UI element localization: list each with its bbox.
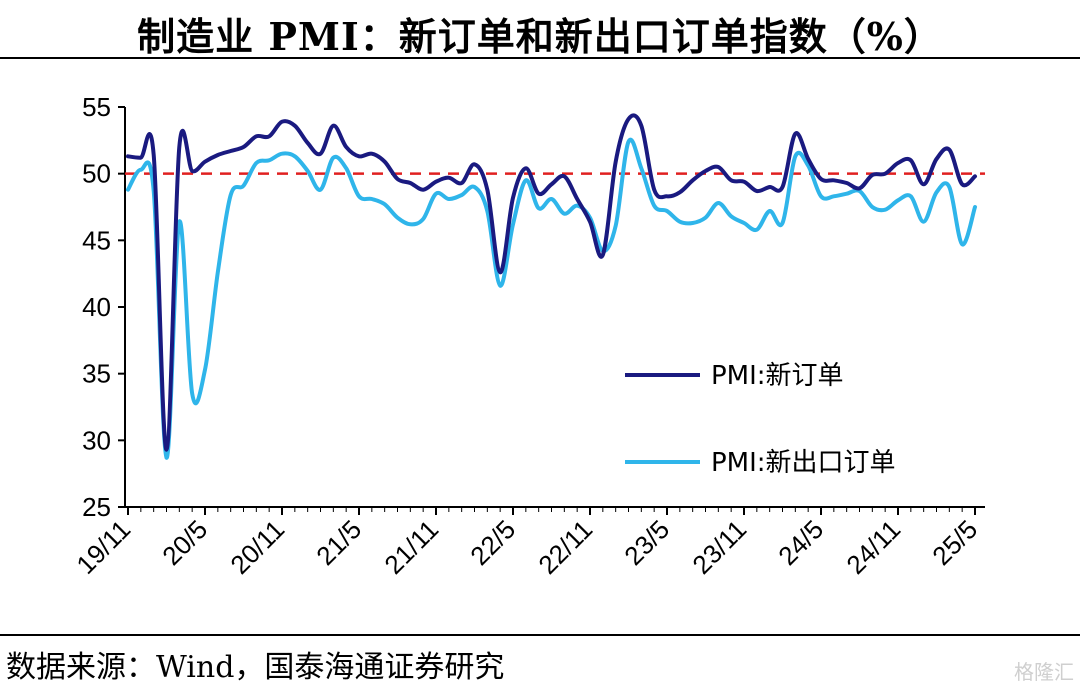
plot-area: 25 30 35 40 45 50 55 19/11 20/5 20/11 21/5 21/11 22/… xyxy=(70,92,985,580)
title-divider xyxy=(0,57,1080,59)
y-tick-label-55: 55 xyxy=(82,92,111,122)
x-tick-label-21/11: 21/11 xyxy=(378,514,444,580)
x-tick-label-25/5: 25/5 xyxy=(926,514,983,571)
x-tick-label-21/5: 21/5 xyxy=(310,514,367,571)
y-tick-label-45: 45 xyxy=(82,225,111,255)
x-tick-label-24/5: 24/5 xyxy=(772,514,829,571)
source-note: 数据来源：Wind，国泰海通证券研究 xyxy=(6,650,505,685)
x-tick-label-22/11: 22/11 xyxy=(532,514,598,580)
x-tick-label-20/5: 20/5 xyxy=(156,514,213,571)
x-tick-label-19/11: 19/11 xyxy=(70,514,136,580)
source-divider xyxy=(0,634,1080,636)
chart-svg: 25 30 35 40 45 50 55 19/11 20/5 20/11 21/5 21/11 22/… xyxy=(70,92,985,580)
x-tick-label-22/5: 22/5 xyxy=(464,514,521,571)
x-tick-label-20/11: 20/11 xyxy=(224,514,290,580)
y-tick-label-50: 50 xyxy=(82,159,111,189)
series-line-0 xyxy=(126,113,977,452)
y-tick-label-35: 35 xyxy=(82,359,111,389)
x-tick-label-23/11: 23/11 xyxy=(686,514,752,580)
y-tick-label-40: 40 xyxy=(82,292,111,322)
legend-label-1: PMI:新出口订单 xyxy=(711,448,896,478)
watermark: 格隆汇 xyxy=(1014,660,1074,684)
y-tick-label-30: 30 xyxy=(82,425,111,455)
series-line-1 xyxy=(126,137,977,460)
legend-label-0: PMI:新订单 xyxy=(711,361,844,391)
y-tick-label-25: 25 xyxy=(82,492,111,522)
x-tick-label-24/11: 24/11 xyxy=(840,514,906,580)
x-tick-label-23/5: 23/5 xyxy=(618,514,675,571)
chart-title: 制造业 PMI：新订单和新出口订单指数（%） xyxy=(137,14,943,59)
